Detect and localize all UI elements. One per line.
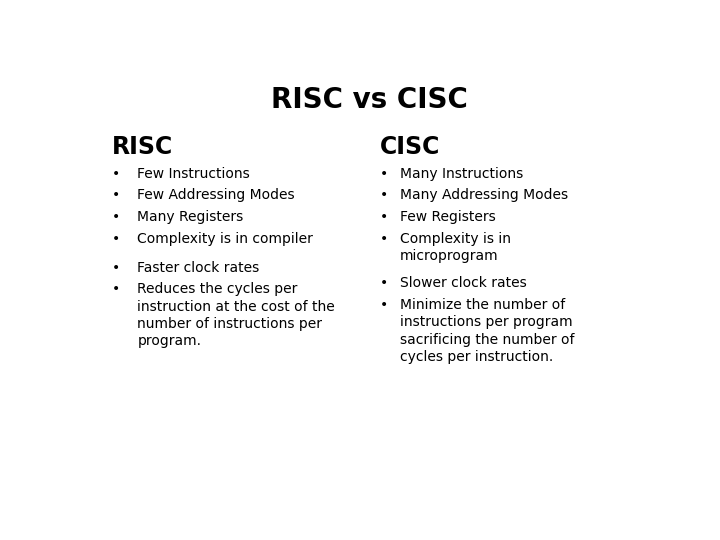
Text: Many Instructions: Many Instructions bbox=[400, 167, 523, 181]
Text: Slower clock rates: Slower clock rates bbox=[400, 276, 526, 291]
Text: •: • bbox=[112, 232, 120, 246]
Text: Many Addressing Modes: Many Addressing Modes bbox=[400, 188, 568, 202]
Text: Complexity is in
microprogram: Complexity is in microprogram bbox=[400, 232, 510, 263]
Text: CISC: CISC bbox=[380, 136, 441, 159]
Text: •: • bbox=[380, 276, 388, 291]
Text: •: • bbox=[112, 282, 120, 296]
Text: •: • bbox=[112, 261, 120, 275]
Text: •: • bbox=[112, 188, 120, 202]
Text: •: • bbox=[380, 298, 388, 312]
Text: •: • bbox=[112, 210, 120, 224]
Text: Reduces the cycles per
instruction at the cost of the
number of instructions per: Reduces the cycles per instruction at th… bbox=[138, 282, 336, 348]
Text: Few Registers: Few Registers bbox=[400, 210, 495, 224]
Text: Many Registers: Many Registers bbox=[138, 210, 243, 224]
Text: •: • bbox=[380, 210, 388, 224]
Text: Minimize the number of
instructions per program
sacrificing the number of
cycles: Minimize the number of instructions per … bbox=[400, 298, 574, 364]
Text: Few Instructions: Few Instructions bbox=[138, 167, 250, 181]
Text: •: • bbox=[380, 232, 388, 246]
Text: •: • bbox=[380, 167, 388, 181]
Text: Complexity is in compiler: Complexity is in compiler bbox=[138, 232, 313, 246]
Text: •: • bbox=[112, 167, 120, 181]
Text: RISC: RISC bbox=[112, 136, 174, 159]
Text: •: • bbox=[380, 188, 388, 202]
Text: RISC vs CISC: RISC vs CISC bbox=[271, 85, 467, 113]
Text: Few Addressing Modes: Few Addressing Modes bbox=[138, 188, 295, 202]
Text: Faster clock rates: Faster clock rates bbox=[138, 261, 260, 275]
